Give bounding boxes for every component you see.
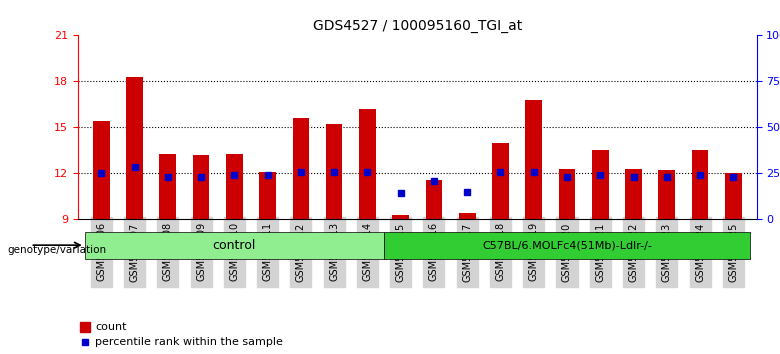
Bar: [692, 150, 708, 219]
Text: control: control: [213, 239, 256, 252]
Bar: [626, 169, 642, 219]
Title: GDS4527 / 100095160_TGI_at: GDS4527 / 100095160_TGI_at: [313, 19, 522, 33]
Bar: [526, 100, 542, 219]
Bar: [592, 150, 608, 219]
Bar: [725, 173, 742, 219]
Bar: [359, 109, 376, 219]
Bar: [558, 169, 576, 219]
Bar: [292, 118, 309, 219]
Text: C57BL/6.MOLFc4(51Mb)-Ldlr-/-: C57BL/6.MOLFc4(51Mb)-Ldlr-/-: [482, 240, 652, 250]
Bar: [259, 172, 276, 219]
Bar: [326, 124, 342, 219]
Bar: [426, 179, 442, 219]
Bar: [492, 143, 509, 219]
Bar: [392, 215, 409, 219]
Bar: [193, 155, 209, 219]
Bar: [159, 154, 176, 219]
FancyBboxPatch shape: [85, 232, 384, 259]
Bar: [226, 154, 243, 219]
FancyBboxPatch shape: [384, 232, 750, 259]
Text: genotype/variation: genotype/variation: [8, 245, 107, 255]
Text: count: count: [95, 322, 126, 332]
Bar: [658, 170, 675, 219]
Text: percentile rank within the sample: percentile rank within the sample: [95, 337, 283, 347]
Bar: [93, 121, 110, 219]
Bar: [459, 213, 476, 219]
Bar: [126, 77, 143, 219]
